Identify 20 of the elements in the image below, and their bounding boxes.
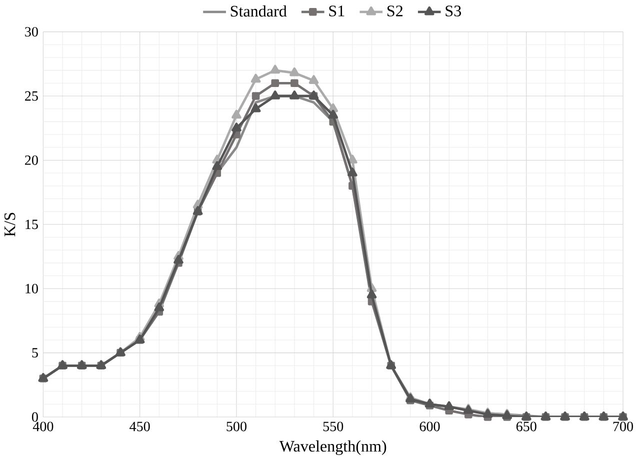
y-axis-title: K/S [4,212,16,236]
x-tick-label: 400 [32,422,54,432]
y-tick-label: 10 [26,284,38,294]
x-axis-title: Wavelength(nm) [279,440,386,455]
x-tick-label: 550 [323,422,344,432]
legend-label: S2 [387,5,402,16]
legend-label: S1 [329,5,344,16]
y-tick-label: 5 [32,348,38,358]
x-tick-label: 450 [130,422,150,432]
y-tick-label: 15 [26,219,38,229]
y-tick-label: 30 [25,26,38,36]
x-tick-label: 500 [226,422,246,432]
legend-label: Standard [230,5,287,16]
x-tick-label: 600 [420,422,440,432]
x-tick-label: 700 [613,422,634,432]
y-tick-label: 25 [25,91,38,101]
y-tick-label: 0 [32,412,38,422]
x-tick-label: 650 [516,422,536,432]
legend-label: S3 [446,5,461,16]
y-tick-label: 20 [25,155,38,165]
